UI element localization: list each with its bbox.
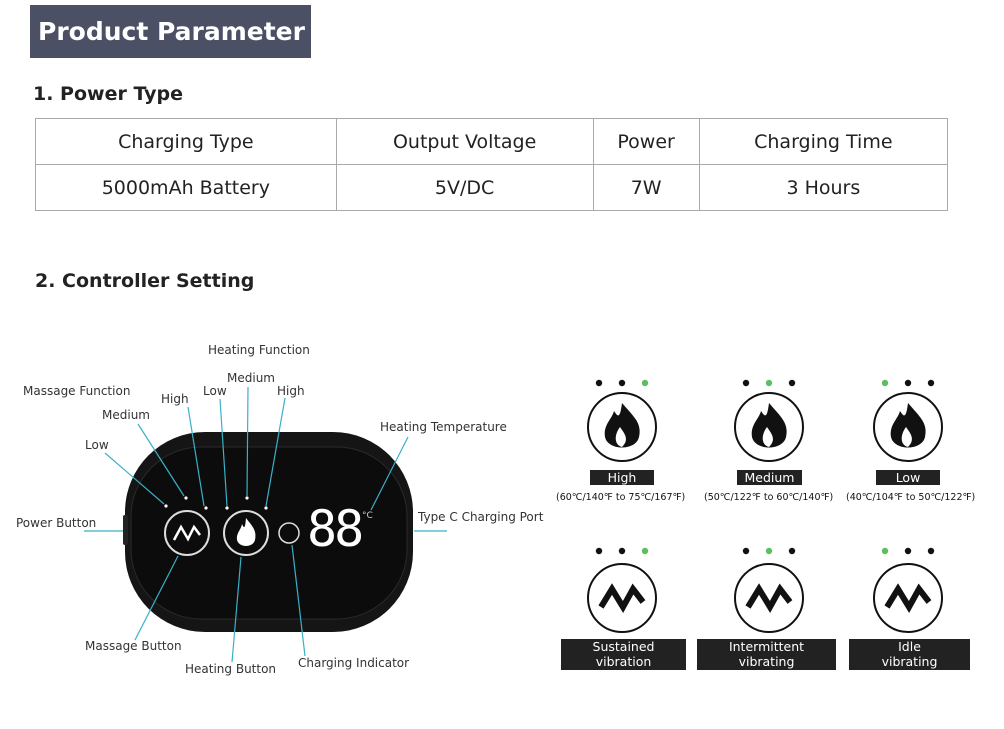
label-charging-indicator: Charging Indicator — [298, 656, 410, 670]
table-cell: 5000mAh Battery — [35, 164, 337, 211]
table-header-row: Charging Type Output Voltage Power Charg… — [35, 118, 949, 165]
column-header: Charging Time — [698, 118, 949, 165]
heat-mode-label: High — [590, 470, 654, 485]
level-dot — [595, 547, 603, 555]
active-level-dot — [641, 379, 649, 387]
label-heating-temperature: Heating Temperature — [380, 420, 507, 434]
vibration-mode-line: vibrating — [738, 654, 795, 669]
label-heating-button: Heating Button — [185, 662, 277, 676]
vibration-mode-line: Sustained — [592, 639, 655, 654]
active-level-dot — [881, 547, 889, 555]
vibration-icon — [884, 583, 932, 613]
label-massage-high: High — [161, 392, 189, 406]
column-header: Output Voltage — [335, 118, 594, 165]
vibration-icon — [745, 583, 793, 613]
vibration-icon — [172, 524, 201, 542]
level-dot — [788, 547, 796, 555]
vibration-mode-label: Idle vibrating — [849, 639, 970, 670]
label-massage-medium: Medium — [102, 408, 150, 422]
label-type-c-port: Type C Charging Port — [418, 510, 544, 524]
heat-mode-range: (60℃/140℉ to 75℃/167℉) — [556, 492, 686, 503]
level-dot — [927, 547, 935, 555]
label-massage-low: Low — [85, 438, 109, 452]
mode-circle — [873, 563, 943, 633]
level-dot — [618, 547, 626, 555]
massage-button[interactable] — [164, 510, 210, 556]
column-header: Charging Type — [35, 118, 337, 165]
level-dot — [927, 379, 935, 387]
mode-circle — [734, 563, 804, 633]
label-heating-low: Low — [203, 384, 227, 398]
level-dot — [742, 379, 750, 387]
vibration-mode-line: vibrating — [881, 654, 938, 669]
label-heating-medium: Medium — [227, 371, 275, 385]
active-level-dot — [765, 379, 773, 387]
level-dot — [904, 379, 912, 387]
vibration-mode-line: Intermittent — [728, 639, 805, 654]
label-massage-function: Massage Function — [23, 384, 131, 398]
flame-icon — [890, 403, 926, 448]
vibration-mode-line: Idle — [898, 639, 921, 654]
table-cell: 7W — [592, 164, 700, 211]
level-dot — [788, 379, 796, 387]
active-level-dot — [881, 379, 889, 387]
flame-icon — [236, 518, 256, 546]
label-massage-button: Massage Button — [85, 639, 182, 653]
vibration-mode-label: Sustained vibration — [561, 639, 686, 670]
level-dot — [595, 379, 603, 387]
temperature-display: 88 — [307, 500, 364, 558]
level-dot — [618, 379, 626, 387]
power-type-table: Charging Type Output Voltage Power Charg… — [35, 118, 949, 211]
active-level-dot — [765, 547, 773, 555]
heat-mode-label: Low — [876, 470, 940, 485]
column-header: Power — [592, 118, 700, 165]
power-type-heading: 1. Power Type — [33, 83, 184, 105]
heat-mode-range: (40℃/104℉ to 50℃/122℉) — [846, 492, 976, 503]
label-heating-high: High — [277, 384, 305, 398]
charging-indicator — [278, 522, 300, 544]
vibration-icon — [598, 583, 646, 613]
page-title: Product Parameter — [30, 5, 311, 58]
level-dot — [904, 547, 912, 555]
active-level-dot — [641, 547, 649, 555]
temperature-unit: °C — [362, 511, 373, 521]
label-heating-function: Heating Function — [208, 343, 310, 357]
table-row: 5000mAh Battery 5V/DC 7W 3 Hours — [35, 164, 949, 211]
label-power-button: Power Button — [16, 516, 97, 530]
leader-lines — [84, 386, 447, 663]
vibration-mode-line: vibration — [595, 654, 652, 669]
table-cell: 3 Hours — [698, 164, 949, 211]
flame-icon — [751, 403, 787, 448]
level-dot — [742, 547, 750, 555]
heat-mode-range: (50℃/122℉ to 60℃/140℉) — [704, 492, 834, 503]
controller-setting-heading: 2. Controller Setting — [35, 270, 255, 292]
table-cell: 5V/DC — [335, 164, 594, 211]
power-button[interactable] — [123, 515, 128, 545]
heating-button[interactable] — [223, 510, 269, 556]
flame-icon — [604, 403, 640, 448]
mode-circle — [587, 563, 657, 633]
heat-mode-label: Medium — [737, 470, 802, 485]
vibration-mode-label: Intermittent vibrating — [697, 639, 836, 670]
